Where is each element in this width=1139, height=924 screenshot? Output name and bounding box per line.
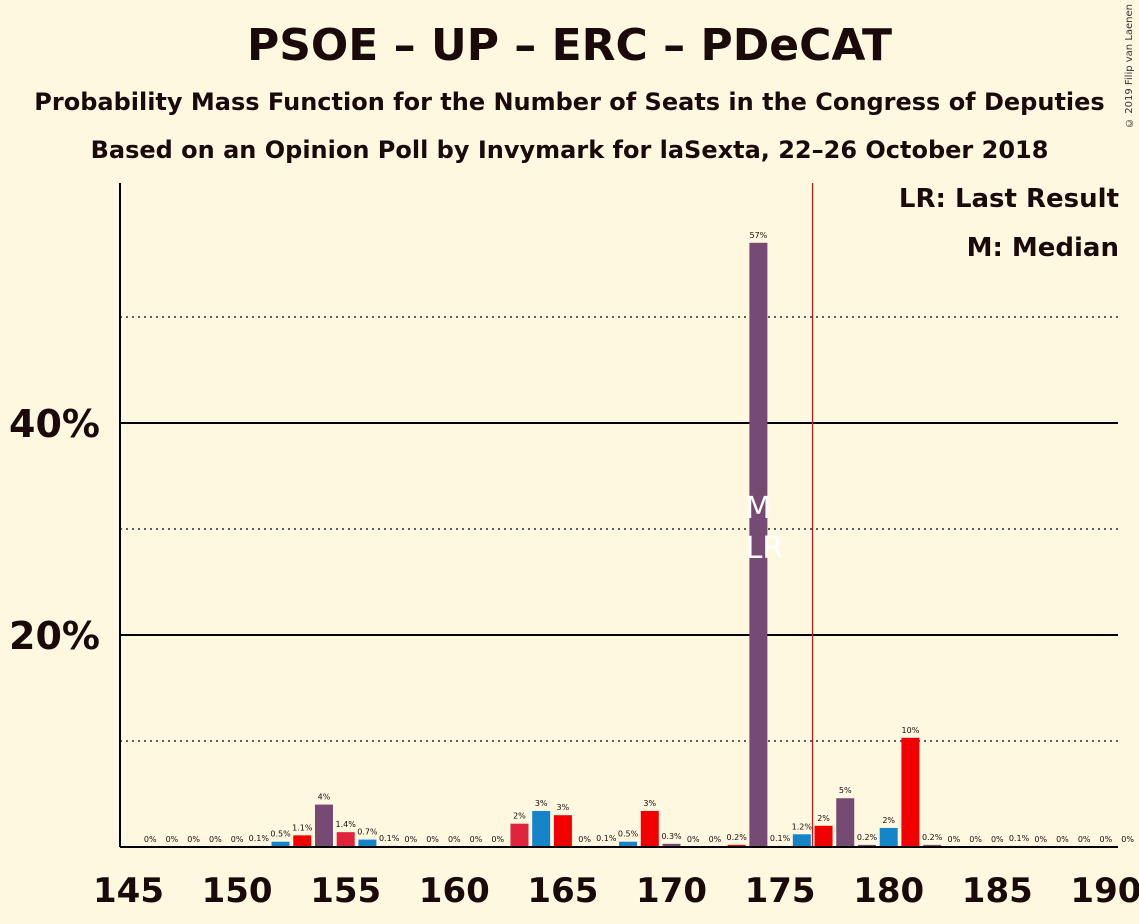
bar-data-label: 0% (426, 835, 439, 844)
x-tick-label: 150 (202, 871, 273, 911)
bar-data-label: 0% (1121, 835, 1134, 844)
bar-data-label: 0% (491, 835, 504, 844)
chart-subtitle: Probability Mass Function for the Number… (34, 88, 1105, 116)
bar (532, 810, 551, 847)
bar (314, 804, 333, 847)
bar-data-label: 1.2% (792, 822, 813, 831)
bar-data-label: 0% (709, 835, 722, 844)
bar (923, 844, 942, 847)
bar-data-label: 0.1% (249, 834, 270, 843)
legend-median: M: Median (966, 233, 1119, 263)
bar (553, 815, 572, 847)
x-tick-label: 145 (93, 871, 164, 911)
bar (510, 823, 529, 847)
bar-data-label: 0.1% (770, 834, 791, 843)
bar (662, 843, 681, 847)
bar (749, 242, 768, 848)
bar-data-label: 57% (749, 231, 767, 240)
bar-data-label: 10% (902, 726, 920, 735)
x-tick-label: 160 (419, 871, 490, 911)
median-marker: M (745, 491, 771, 526)
bar-data-label: 3% (643, 799, 656, 808)
bar-data-label: 0% (1078, 835, 1091, 844)
bar (792, 834, 811, 847)
bar-data-label: 0.2% (726, 833, 747, 842)
x-tick-label: 175 (745, 871, 816, 911)
y-tick-label: 20% (9, 614, 100, 658)
bar-data-label: 4% (318, 793, 331, 802)
bar-data-label: 0% (144, 835, 157, 844)
bar (619, 841, 638, 847)
bar-data-label: 0.3% (661, 832, 682, 841)
bar (640, 810, 659, 847)
bar-data-label: 0.2% (922, 833, 943, 842)
x-tick-label: 155 (310, 871, 381, 911)
bar (271, 841, 290, 847)
bar (727, 844, 746, 847)
bar-data-label: 0% (969, 835, 982, 844)
bar-data-label: 2% (513, 812, 526, 821)
bar-data-label: 0% (166, 835, 179, 844)
bar-data-label: 0% (1056, 835, 1069, 844)
bar-data-label: 0% (1100, 835, 1113, 844)
bar-data-label: 2% (882, 816, 895, 825)
bar (901, 737, 920, 847)
legend-last-result: LR: Last Result (898, 184, 1119, 214)
bar-data-label: 2% (817, 814, 830, 823)
x-tick-label: 180 (853, 871, 924, 911)
bar-data-label: 0.1% (596, 834, 617, 843)
bar-data-label: 1.1% (292, 823, 313, 832)
chart-title: PSOE – UP – ERC – PDeCAT (246, 20, 893, 71)
bar-data-label: 1.4% (336, 820, 357, 829)
bar-data-label: 0% (187, 835, 200, 844)
bar (857, 844, 876, 847)
bar-data-label: 0% (448, 835, 461, 844)
bar-data-label: 0.1% (1009, 834, 1030, 843)
bar-data-label: 0% (209, 835, 222, 844)
bar-data-label: 0.1% (379, 834, 400, 843)
bar-data-label: 0% (687, 835, 700, 844)
bar (836, 798, 855, 847)
bar-data-label: 0.5% (618, 830, 639, 839)
bar-data-label: 0% (948, 835, 961, 844)
bar-data-label: 5% (839, 786, 852, 795)
bar-data-label: 0% (470, 835, 483, 844)
bar (293, 835, 312, 847)
bar (336, 832, 355, 847)
last-result-marker: LR (746, 531, 784, 566)
x-tick-label: 165 (527, 871, 598, 911)
x-tick-label: 185 (962, 871, 1033, 911)
bar (879, 827, 898, 847)
bar-data-label: 3% (535, 799, 548, 808)
bar-data-label: 0% (405, 835, 418, 844)
bar-data-label: 0.5% (270, 830, 291, 839)
bar (358, 839, 377, 847)
chart-source: Based on an Opinion Poll by Invymark for… (90, 136, 1049, 164)
bar-data-label: 0% (231, 835, 244, 844)
bar-data-label: 0% (991, 835, 1004, 844)
x-tick-label: 190 (1070, 871, 1139, 911)
bar-data-label: 3% (557, 803, 570, 812)
bar-data-label: 0.7% (357, 828, 378, 837)
x-tick-label: 170 (636, 871, 707, 911)
bar-data-label: 0% (1034, 835, 1047, 844)
bar-data-label: 0.2% (857, 833, 878, 842)
bar (814, 825, 833, 847)
y-tick-label: 40% (9, 402, 100, 446)
bar-data-label: 0% (578, 835, 591, 844)
